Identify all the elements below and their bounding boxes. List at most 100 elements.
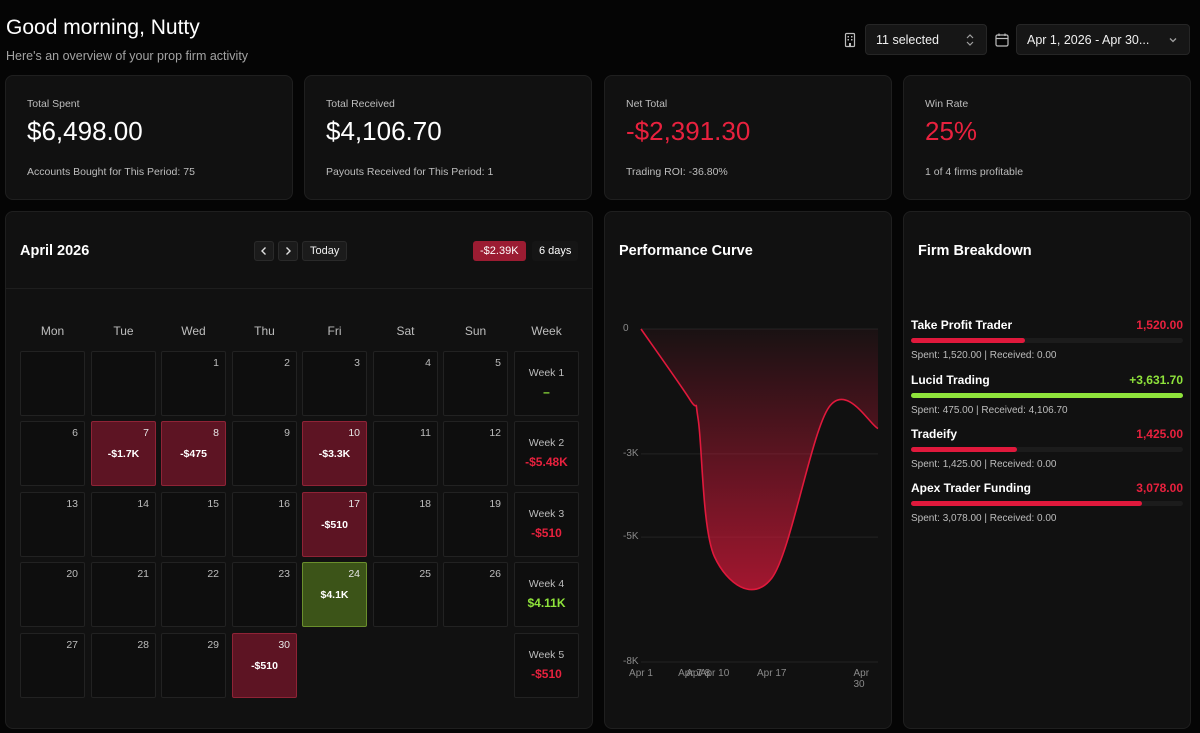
day-number: 18	[419, 498, 431, 510]
next-month-button[interactable]	[278, 241, 298, 261]
firm-value: 1,520.00	[1136, 318, 1183, 332]
day-number: 27	[66, 639, 78, 651]
firm-name: Apex Trader Funding	[911, 481, 1032, 495]
firm-bar-fill	[911, 447, 1018, 452]
day-number: 3	[354, 357, 360, 369]
calendar-day[interactable]: 2	[232, 351, 297, 416]
date-range-picker[interactable]: Apr 1, 2026 - Apr 30...	[1016, 24, 1190, 55]
calendar-day[interactable]: 21	[91, 562, 156, 627]
calendar-day[interactable]: 1	[161, 351, 226, 416]
firm-bar-fill	[911, 501, 1143, 506]
stat-label: Total Received	[326, 98, 395, 110]
calendar-day[interactable]: 25	[373, 562, 438, 627]
calendar-day[interactable]: 4	[373, 351, 438, 416]
calendar-day	[91, 351, 156, 416]
calendar-day[interactable]: 22	[161, 562, 226, 627]
firm-bar-track	[911, 501, 1183, 506]
day-number: 12	[489, 427, 501, 439]
account-selector[interactable]: 11 selected	[865, 24, 987, 55]
building-icon	[844, 32, 856, 48]
calendar-day[interactable]: 9	[232, 421, 297, 486]
week-value: -$510	[531, 526, 562, 540]
firm-detail: Spent: 1,425.00 | Received: 0.00	[911, 459, 1057, 470]
calendar-day[interactable]: 23	[232, 562, 297, 627]
calendar-day[interactable]: 13	[20, 492, 85, 557]
greeting-title: Good morning, Nutty	[6, 16, 200, 39]
calendar-divider	[6, 288, 592, 289]
weekday-header: Mon	[40, 324, 65, 338]
firm-name: Lucid Trading	[911, 373, 990, 387]
today-button[interactable]: Today	[302, 241, 348, 261]
day-number: 14	[137, 498, 149, 510]
day-number: 13	[66, 498, 78, 510]
x-tick-label: Apr 10	[699, 668, 730, 679]
chevron-down-icon	[1169, 38, 1177, 43]
week-value: $4.11K	[527, 596, 566, 610]
stat-label: Total Spent	[27, 98, 80, 110]
stat-card: Total Spent $6,498.00 Accounts Bought fo…	[5, 75, 293, 200]
calendar-day[interactable]: 16	[232, 492, 297, 557]
stat-note: Payouts Received for This Period: 1	[326, 166, 494, 178]
x-tick-label: Apr 17	[757, 668, 787, 679]
calendar-day[interactable]: 10 -$3.3K	[302, 421, 367, 486]
day-number: 5	[495, 357, 501, 369]
calendar-day[interactable]: 15	[161, 492, 226, 557]
day-number: 26	[489, 568, 501, 580]
calendar-day[interactable]: 19	[443, 492, 508, 557]
weekday-header: Tue	[113, 324, 134, 338]
x-tick-label: Apr 8	[686, 668, 711, 679]
calendar-day	[20, 351, 85, 416]
week-value: -$510	[531, 667, 562, 681]
week-label: Week 3	[528, 508, 565, 520]
week-label: Week 5	[528, 649, 565, 661]
y-tick-label: -5K	[623, 531, 639, 543]
firm-name: Take Profit Trader	[911, 318, 1013, 332]
stat-note: Accounts Bought for This Period: 75	[27, 166, 195, 178]
weekday-header: Week	[531, 324, 562, 338]
day-number: 22	[207, 568, 219, 580]
calendar-day[interactable]: 30 -$510	[232, 633, 297, 698]
calendar-day[interactable]: 28	[91, 633, 156, 698]
calendar-day[interactable]: 27	[20, 633, 85, 698]
firm-bar-fill	[911, 338, 1026, 343]
firm-breakdown-card: Firm Breakdown Take Profit Trader 1,520.…	[903, 211, 1191, 729]
calendar-day[interactable]: 7 -$1.7K	[91, 421, 156, 486]
stat-card: Win Rate 25% 1 of 4 firms profitable	[903, 75, 1191, 200]
calendar-day[interactable]: 6	[20, 421, 85, 486]
day-number: 9	[284, 427, 290, 439]
day-number: 11	[420, 427, 431, 439]
week-value: -$5.48K	[525, 455, 568, 469]
calendar-day[interactable]: 18	[373, 492, 438, 557]
stat-label: Win Rate	[925, 98, 969, 110]
day-number: 4	[425, 357, 431, 369]
performance-chart	[640, 328, 879, 663]
day-amount: -$475	[180, 448, 207, 460]
calendar-day[interactable]: 5	[443, 351, 508, 416]
chevron-up-down-icon	[966, 34, 974, 46]
calendar-day[interactable]: 24 $4.1K	[302, 562, 367, 627]
day-amount: $4.1K	[320, 589, 349, 601]
stat-card: Net Total -$2,391.30 Trading ROI: -36.80…	[604, 75, 892, 200]
date-range-value: Apr 1, 2026 - Apr 30...	[1027, 32, 1150, 47]
day-number: 23	[278, 568, 290, 580]
calendar-day[interactable]: 12	[443, 421, 508, 486]
chevron-left-icon	[261, 247, 266, 255]
prev-month-button[interactable]	[254, 241, 274, 261]
calendar-day[interactable]: 29	[161, 633, 226, 698]
calendar-day[interactable]: 17 -$510	[302, 492, 367, 557]
stat-value: $6,498.00	[27, 116, 143, 146]
calendar-day[interactable]: 20	[20, 562, 85, 627]
day-amount: -$1.7K	[107, 448, 140, 460]
calendar-day[interactable]: 3	[302, 351, 367, 416]
firm-detail: Spent: 475.00 | Received: 4,106.70	[911, 405, 1068, 416]
calendar-day[interactable]: 14	[91, 492, 156, 557]
weekday-header: Sun	[464, 324, 487, 338]
calendar-day[interactable]: 11	[373, 421, 438, 486]
y-tick-label: 0	[623, 323, 629, 334]
performance-card: Performance Curve 0 -3K -5K -8K Apr 1 Apr 7 Ap…	[604, 211, 892, 729]
calendar-day[interactable]: 8 -$475	[161, 421, 226, 486]
calendar-day[interactable]: 26	[443, 562, 508, 627]
week-label: Week 2	[528, 437, 565, 449]
weekday-header: Fri	[327, 324, 342, 338]
firm-detail: Spent: 1,520.00 | Received: 0.00	[911, 350, 1057, 361]
